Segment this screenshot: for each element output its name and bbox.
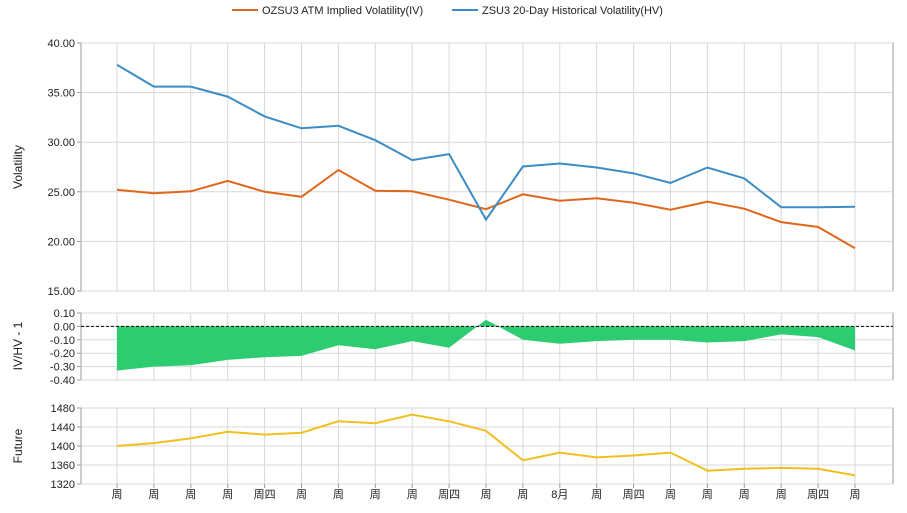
xtick-label: 周	[481, 488, 492, 501]
legend-iv-label: OZSU3 ATM Implied Volatility(IV)	[262, 5, 423, 17]
hv-series-line	[116, 63, 856, 222]
volatility-ytick-label: 40.00	[47, 38, 75, 50]
xtick-label: 周	[591, 488, 602, 501]
volatility-ytick-label: 20.00	[47, 236, 75, 248]
volatility-axis-title: Volatility	[11, 145, 25, 189]
ratio-axis-title: IV/HV - 1	[11, 321, 25, 370]
ratio-ytick-label: -0.20	[50, 348, 75, 360]
ratio-ytick-label: -0.30	[50, 362, 75, 374]
xtick-label: 周	[702, 488, 713, 501]
iv-hv-ratio-panel: -0.40-0.30 -0.20-0.10 0.000.10 IV/HV - 1	[11, 308, 894, 387]
ratio-ytick-label: -0.10	[50, 335, 75, 347]
xtick-label: 周四	[807, 488, 829, 501]
xtick-label: 周四	[254, 488, 276, 501]
xtick-label: 周	[112, 488, 123, 501]
future-ytick-label: 1320	[51, 479, 75, 491]
xtick-label: 周四	[438, 488, 460, 501]
ratio-ytick-label: -0.40	[50, 375, 75, 387]
future-series-line	[116, 413, 856, 477]
future-ytick-label: 1360	[51, 460, 75, 472]
future-panel: 1320 1360 1400 1440 1480 Future 周 周 周 周 周四 周 周 周 周 周四 周 周…	[11, 403, 894, 501]
xtick-label: 周	[665, 488, 676, 501]
volatility-panel: 15.00 20.00 25.00 30.00 35.00 40.00 Volatility	[11, 38, 894, 298]
xtick-label: 周	[850, 488, 861, 501]
future-ytick-label: 1400	[51, 441, 75, 453]
volatility-ytick-label: 30.00	[47, 137, 75, 149]
volatility-ytick-label: 15.00	[47, 286, 75, 298]
xtick-label: 周四	[623, 488, 645, 501]
xtick-label: 周	[776, 488, 787, 501]
legend-hv-label: ZSU3 20-Day Historical Volatility(HV)	[482, 5, 663, 17]
xtick-label: 周	[739, 488, 750, 501]
volatility-ytick-label: 35.00	[47, 88, 75, 100]
xtick-label: 周	[296, 488, 307, 501]
xtick-label: 8月	[551, 489, 568, 501]
xtick-label: 周	[222, 488, 233, 501]
iv-hv-ratio-area	[117, 319, 855, 371]
future-ytick-label: 1480	[51, 403, 75, 415]
ratio-ytick-label: 0.10	[54, 308, 75, 320]
xtick-label: 周	[517, 488, 528, 501]
xtick-label: 周	[370, 488, 381, 501]
iv-series-line	[116, 168, 856, 250]
volatility-ytick-label: 25.00	[47, 187, 75, 199]
future-axis-title: Future	[11, 428, 25, 463]
xtick-label: 周	[148, 488, 159, 501]
volatility-plot-area	[80, 42, 894, 292]
xtick-label: 周	[333, 488, 344, 501]
xtick-label: 周	[185, 488, 196, 501]
chart-legend: OZSU3 ATM Implied Volatility(IV) ZSU3 20…	[232, 5, 663, 17]
future-ytick-label: 1440	[51, 422, 75, 434]
ratio-ytick-label: 0.00	[54, 321, 75, 333]
xtick-label: 周	[407, 488, 418, 501]
